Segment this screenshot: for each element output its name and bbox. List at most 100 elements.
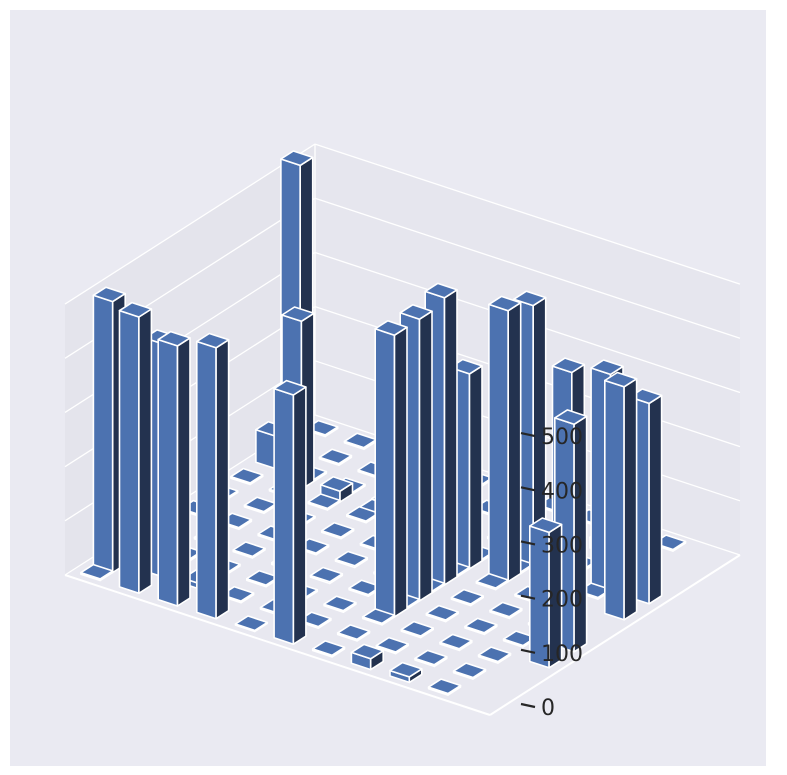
bar bbox=[157, 330, 191, 607]
bar bbox=[603, 371, 638, 621]
bar bbox=[118, 301, 153, 595]
bar bbox=[374, 319, 408, 618]
bar bbox=[427, 678, 462, 696]
bar-top-face bbox=[280, 150, 314, 167]
bar bbox=[311, 640, 346, 658]
bar-top-face bbox=[399, 303, 433, 321]
bar-top-face bbox=[334, 550, 369, 567]
bar-top-face bbox=[450, 588, 485, 605]
bar-front-face bbox=[92, 294, 114, 574]
bar bbox=[452, 662, 487, 680]
z-tick-label: 400 bbox=[541, 479, 583, 504]
bar-top-face bbox=[281, 306, 315, 323]
bar-side-face bbox=[292, 386, 307, 646]
bar bbox=[528, 517, 563, 669]
bar bbox=[389, 661, 423, 684]
bar-top-face bbox=[336, 624, 371, 641]
bar-top-face bbox=[323, 595, 357, 612]
bar-top-face bbox=[590, 359, 624, 376]
bar-side-face bbox=[138, 308, 153, 595]
bar-top-face bbox=[427, 678, 462, 695]
bar-top-face bbox=[603, 371, 638, 388]
bar-front-face bbox=[157, 338, 179, 607]
bar bbox=[361, 608, 396, 626]
bar-top-face bbox=[232, 541, 266, 558]
bar-top-face bbox=[628, 388, 663, 405]
bar bbox=[273, 379, 307, 646]
z-tick-label: 0 bbox=[541, 696, 555, 721]
bar-top-face bbox=[361, 608, 396, 625]
bar bbox=[196, 332, 230, 620]
bar-side-face bbox=[648, 394, 663, 605]
bar bbox=[323, 595, 357, 614]
bar-side-face bbox=[443, 288, 458, 586]
z-tick-label: 200 bbox=[541, 588, 583, 613]
bar bbox=[477, 646, 512, 664]
bar-top-face bbox=[414, 649, 448, 666]
bar-top-face bbox=[375, 636, 410, 653]
floor-edge-right bbox=[489, 554, 741, 716]
bar-top-face bbox=[309, 566, 344, 583]
z-tick-mark bbox=[520, 594, 536, 600]
bar-top-face bbox=[273, 379, 307, 396]
bar-top-face bbox=[307, 493, 341, 510]
bar bbox=[475, 572, 510, 591]
bar-top-face bbox=[320, 521, 355, 538]
z-tick-label: 300 bbox=[541, 533, 583, 558]
z-tick-mark bbox=[520, 648, 536, 654]
bar bbox=[400, 620, 435, 639]
bar bbox=[375, 636, 410, 655]
bar-side-face bbox=[393, 326, 408, 618]
bar-front-face bbox=[118, 309, 140, 595]
bar-top-face bbox=[234, 615, 269, 632]
bar bbox=[319, 475, 354, 503]
bar bbox=[425, 604, 460, 623]
z-tick-mark bbox=[520, 432, 536, 438]
bar-top-face bbox=[118, 301, 153, 318]
grid-line-back bbox=[314, 197, 741, 339]
bar bbox=[243, 496, 278, 515]
bar-side-face bbox=[176, 337, 191, 607]
bar-side-face bbox=[623, 377, 638, 621]
bars bbox=[80, 150, 687, 696]
bar-top-face bbox=[449, 358, 483, 375]
bar-side-face bbox=[507, 301, 522, 583]
bar-top-face bbox=[475, 572, 510, 589]
bar-top-face bbox=[196, 332, 230, 349]
bar-top-face bbox=[350, 643, 385, 660]
bar bbox=[318, 448, 353, 467]
bar bbox=[350, 643, 385, 671]
bar bbox=[488, 295, 522, 583]
bar-top-face bbox=[551, 357, 586, 374]
z-tick-mark bbox=[520, 702, 536, 709]
bar bbox=[489, 601, 523, 620]
bar-top-face bbox=[513, 290, 547, 307]
bar-top-face bbox=[221, 585, 255, 602]
bar bbox=[80, 563, 114, 582]
bar-top-face bbox=[553, 409, 588, 426]
grid-line-left bbox=[64, 143, 316, 305]
bar-top-face bbox=[439, 633, 473, 650]
bar-top-face bbox=[92, 286, 126, 303]
bar bbox=[334, 550, 369, 569]
bar-front-face bbox=[488, 303, 510, 583]
bar-top-face bbox=[489, 601, 523, 618]
bar-top-face bbox=[424, 282, 458, 299]
bar-front-face bbox=[273, 387, 295, 646]
bar-top-face bbox=[318, 448, 353, 465]
grid-line-back bbox=[314, 143, 741, 285]
bar bbox=[553, 409, 588, 653]
bar-front-face bbox=[374, 327, 396, 618]
bar-top-face bbox=[311, 640, 346, 657]
bar bbox=[450, 588, 485, 607]
bar-top-face bbox=[80, 563, 114, 580]
bar bbox=[336, 624, 371, 642]
bar bbox=[464, 617, 498, 636]
bar-top-face bbox=[488, 295, 522, 312]
floor-edge-front bbox=[64, 574, 491, 716]
bar bbox=[414, 649, 448, 668]
z-tick-mark bbox=[520, 486, 536, 492]
bar-top-face bbox=[157, 330, 191, 347]
bar bbox=[439, 633, 473, 652]
